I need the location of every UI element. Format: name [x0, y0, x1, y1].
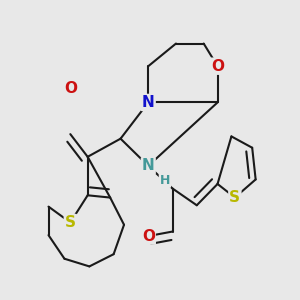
Text: S: S [65, 215, 76, 230]
Text: N: N [142, 158, 155, 173]
Text: O: O [142, 229, 155, 244]
Text: O: O [64, 81, 77, 96]
Text: S: S [230, 190, 240, 205]
Text: H: H [160, 174, 170, 187]
Text: N: N [142, 95, 155, 110]
Text: O: O [211, 59, 224, 74]
